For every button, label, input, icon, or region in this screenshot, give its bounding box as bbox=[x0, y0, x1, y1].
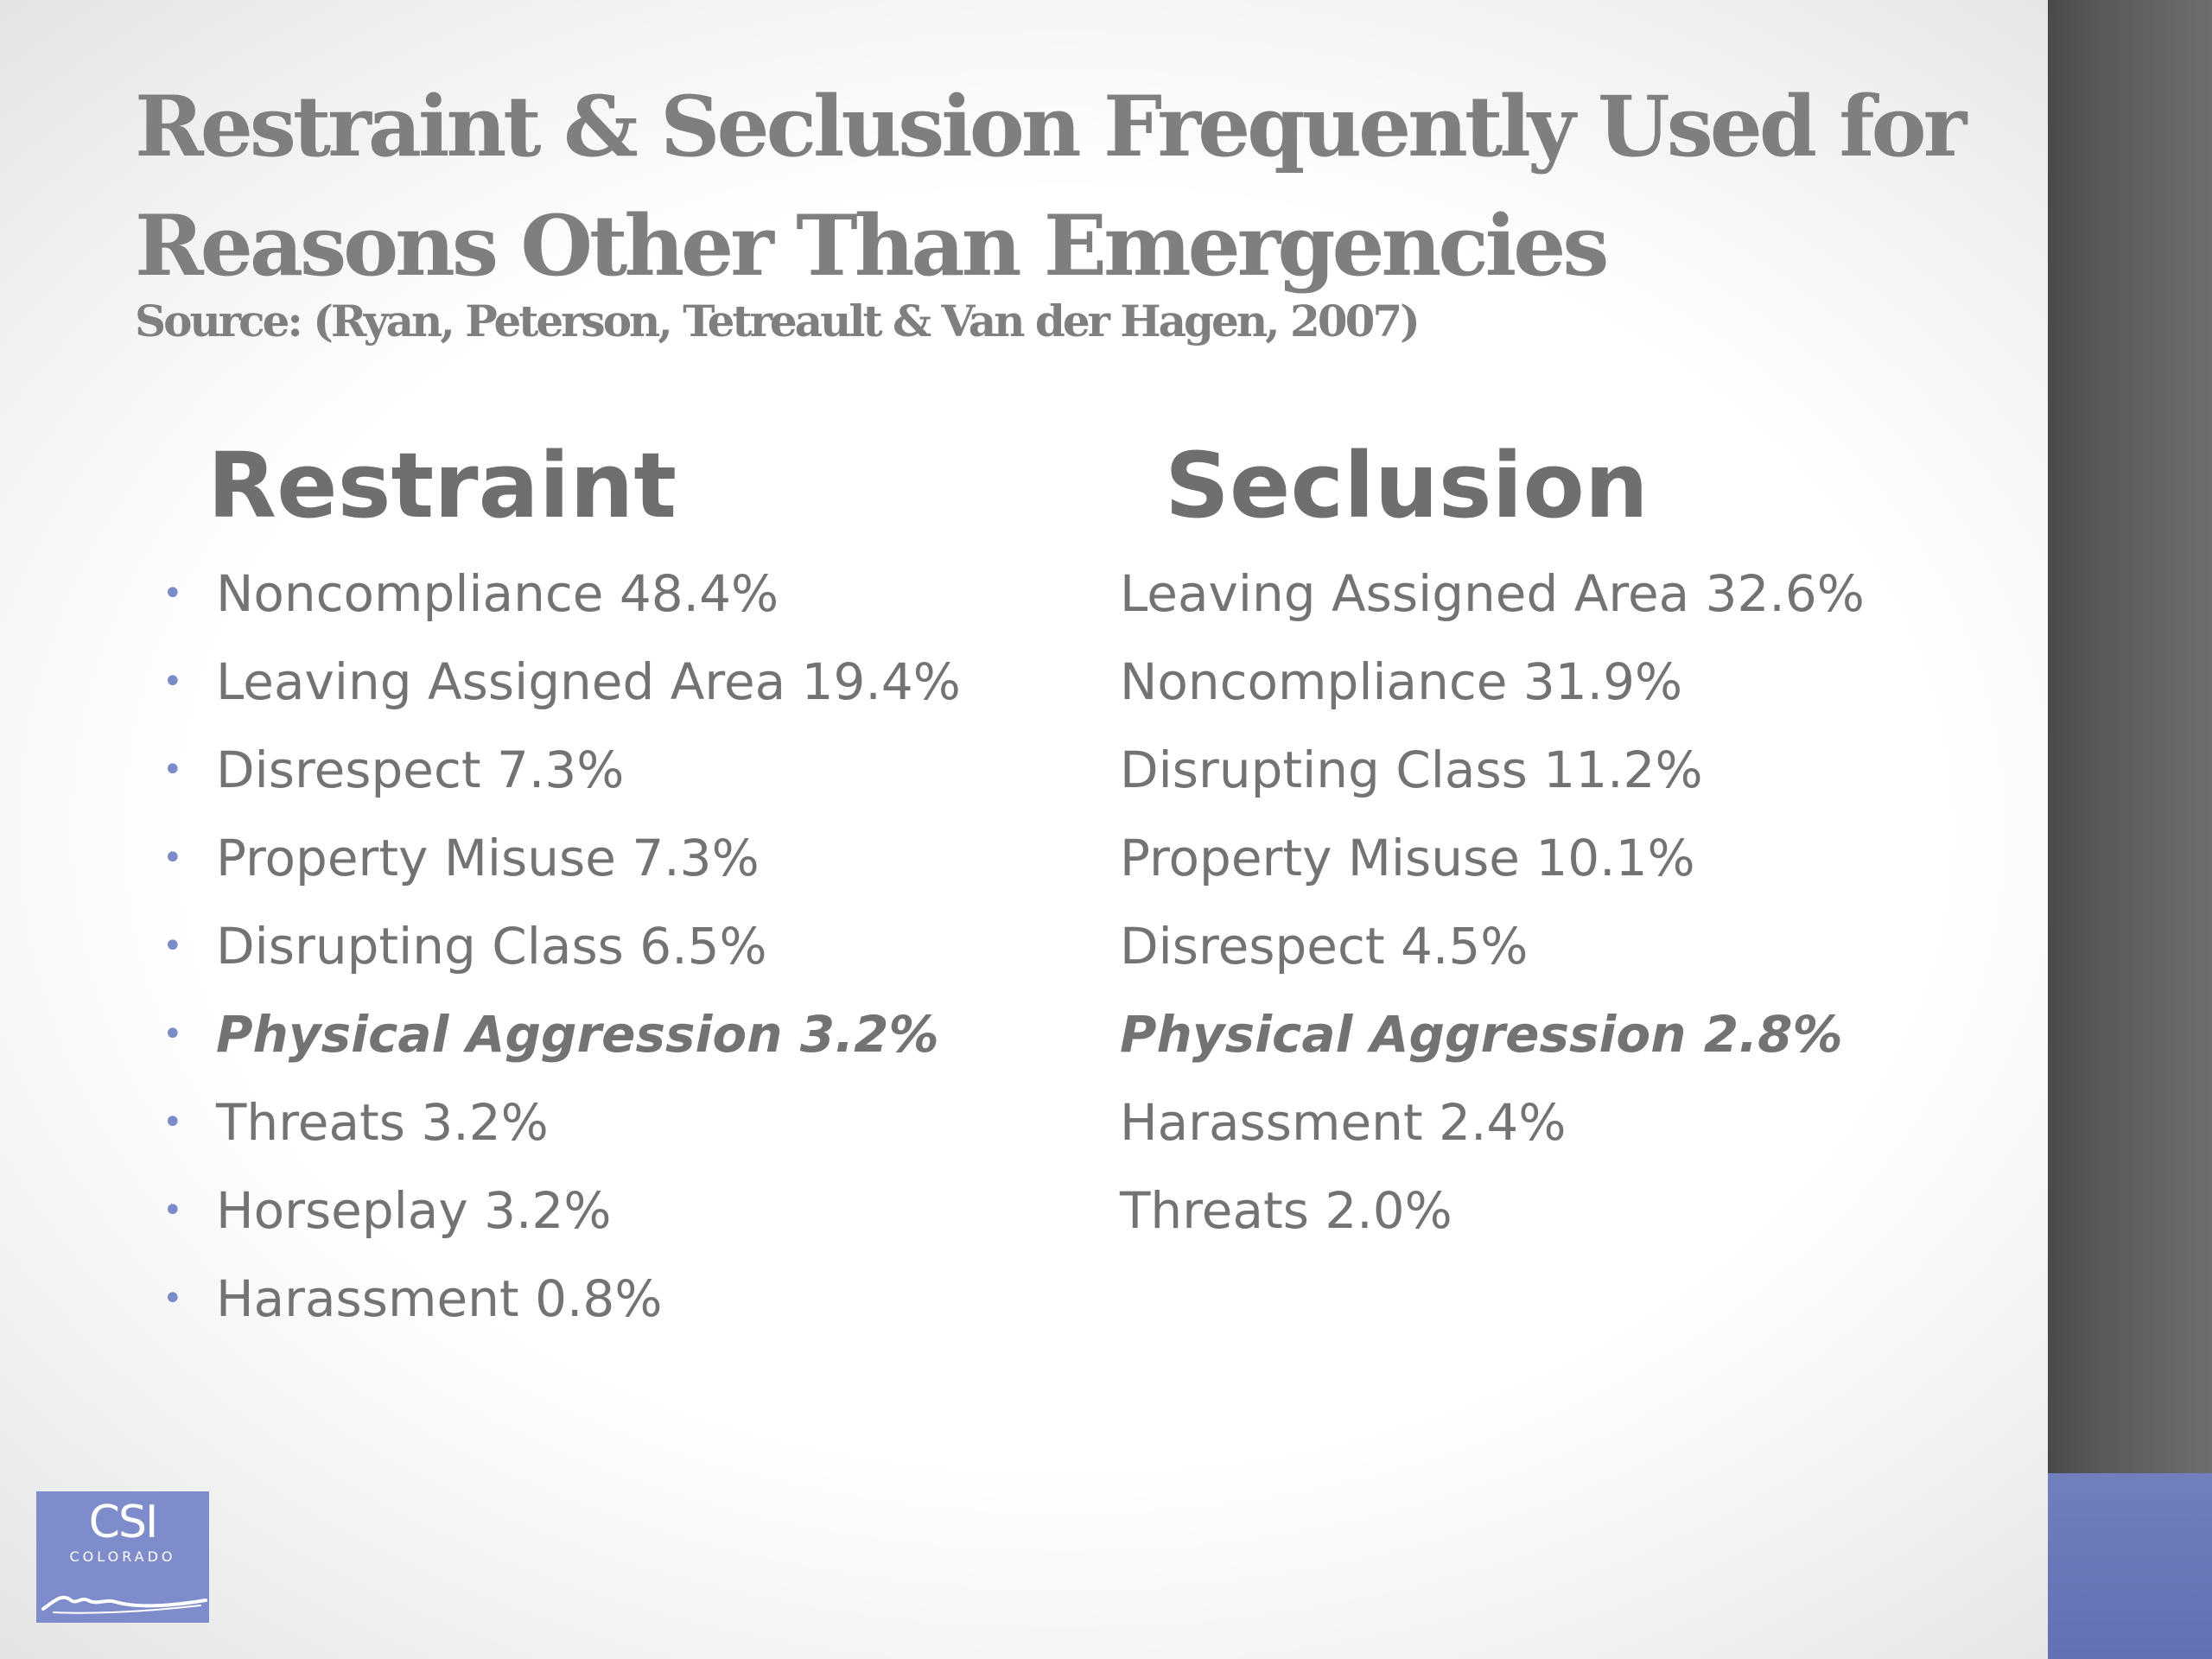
restraint-item: • Harassment 0.8% bbox=[162, 1255, 961, 1343]
bullet-dot-icon: • bbox=[162, 662, 183, 702]
seclusion-item: Threats 2.0% bbox=[1120, 1181, 1452, 1240]
restraint-item: • Disrespect 7.3% bbox=[162, 726, 961, 814]
seclusion-item: Property Misuse 10.1% bbox=[1120, 829, 1695, 887]
restraint-item-text: Property Misuse 7.3% bbox=[216, 829, 760, 887]
right-sidebar-bar bbox=[2048, 0, 2212, 1659]
restraint-item: • Property Misuse 7.3% bbox=[162, 814, 961, 902]
restraint-item-text: Threats 3.2% bbox=[216, 1093, 549, 1152]
seclusion-item: Harassment 2.4% bbox=[1120, 1093, 1567, 1152]
restraint-item: • Noncompliance 48.4% bbox=[162, 550, 961, 638]
sidebar-accent-block bbox=[2048, 1473, 2212, 1659]
seclusion-item: Disrespect 4.5% bbox=[1120, 917, 1529, 976]
logo-text-csi: CSI bbox=[88, 1497, 159, 1548]
bullet-dot-icon: • bbox=[162, 1014, 183, 1054]
seclusion-item: Leaving Assigned Area 32.6% bbox=[1120, 564, 1865, 623]
restraint-list: • Noncompliance 48.4% • Leaving Assigned A… bbox=[162, 550, 961, 1343]
bullet-dot-icon: • bbox=[162, 750, 183, 790]
restraint-item-text: Horseplay 3.2% bbox=[216, 1181, 612, 1240]
source-citation: Source: (Ryan, Peterson, Tetreault & Van… bbox=[135, 296, 1421, 346]
restraint-item: • Leaving Assigned Area 19.4% bbox=[162, 638, 961, 726]
seclusion-item: Noncompliance 31.9% bbox=[1120, 652, 1683, 711]
logo-text-colorado: COLORADO bbox=[69, 1548, 176, 1565]
csi-colorado-logo: CSI COLORADO bbox=[36, 1491, 209, 1623]
mountain-swoosh-icon bbox=[41, 1595, 207, 1614]
restraint-item: • Threats 3.2% bbox=[162, 1078, 961, 1166]
slide-title-line-1: Restraint & Seclusion Frequently Used fo… bbox=[135, 78, 1967, 175]
seclusion-list: Leaving Assigned Area 32.6% Noncomplianc… bbox=[1120, 550, 1865, 1255]
slide-title: Restraint & Seclusion Frequently Used fo… bbox=[135, 67, 1993, 306]
restraint-item-text: Physical Aggression 3.2% bbox=[216, 1005, 939, 1064]
restraint-item-text: Harassment 0.8% bbox=[216, 1269, 663, 1328]
restraint-item: • Horseplay 3.2% bbox=[162, 1166, 961, 1255]
seclusion-item-emphasized: Physical Aggression 2.8% bbox=[1120, 1005, 1843, 1064]
slide-title-line-2: Reasons Other Than Emergencies bbox=[135, 197, 1609, 295]
slide-background bbox=[0, 0, 2048, 1659]
bullet-dot-icon: • bbox=[162, 838, 183, 878]
restraint-item-text: Disrupting Class 6.5% bbox=[216, 917, 767, 976]
bullet-dot-icon: • bbox=[162, 1191, 183, 1230]
bullet-dot-icon: • bbox=[162, 1103, 183, 1142]
restraint-heading: Restraint bbox=[207, 433, 677, 538]
restraint-item-text: Noncompliance 48.4% bbox=[216, 564, 779, 623]
restraint-item-text: Disrespect 7.3% bbox=[216, 741, 625, 799]
restraint-item-text: Leaving Assigned Area 19.4% bbox=[216, 652, 961, 711]
restraint-item-emphasized: • Physical Aggression 3.2% bbox=[162, 990, 961, 1078]
restraint-item: • Disrupting Class 6.5% bbox=[162, 902, 961, 990]
bullet-dot-icon: • bbox=[162, 1279, 183, 1319]
seclusion-heading: Seclusion bbox=[1165, 433, 1649, 538]
bullet-dot-icon: • bbox=[162, 926, 183, 966]
seclusion-item: Disrupting Class 11.2% bbox=[1120, 741, 1703, 799]
bullet-dot-icon: • bbox=[162, 574, 183, 613]
